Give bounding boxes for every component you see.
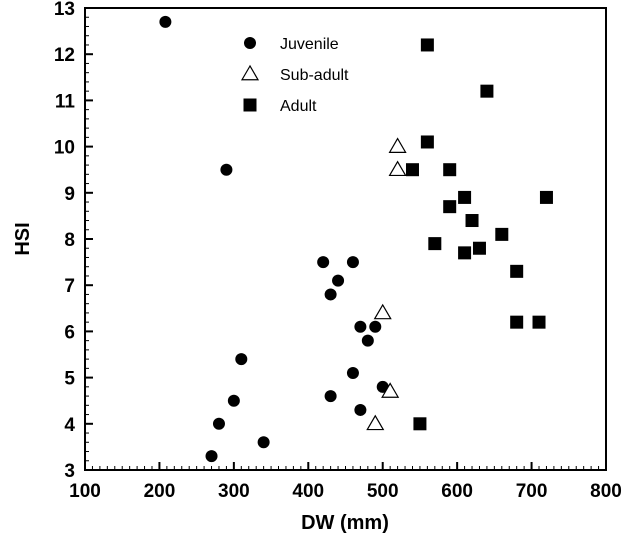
- juvenile-point: [317, 256, 330, 269]
- adult-point: [443, 200, 457, 214]
- x-tick-label: 400: [292, 481, 324, 502]
- y-tick-label: 7: [64, 276, 75, 297]
- data-points: [159, 15, 553, 463]
- adult-point: [532, 315, 546, 329]
- y-tick-label: 5: [64, 369, 75, 390]
- juvenile-point: [376, 380, 389, 393]
- adult-point: [472, 241, 486, 255]
- legend-marker-juvenile: [244, 37, 256, 49]
- legend-label-adult: Adult: [280, 98, 317, 115]
- adult-point: [420, 135, 434, 149]
- y-tick-label: 3: [64, 461, 75, 482]
- adult-point: [465, 214, 479, 228]
- juvenile-point: [346, 366, 359, 379]
- juvenile-point: [354, 403, 367, 416]
- y-tick-label: 12: [54, 45, 75, 66]
- adult-point: [510, 315, 524, 329]
- y-axis-ticks: 3 4 5 6 7 8 9 10 11 12 13: [54, 0, 93, 482]
- adult-point: [413, 417, 427, 431]
- y-tick-label: 13: [54, 0, 75, 20]
- juvenile-point: [324, 390, 337, 403]
- sub-adult-point: [388, 137, 407, 153]
- juvenile-point: [220, 163, 233, 176]
- juvenile-point: [257, 436, 270, 449]
- legend-marker-adult: [243, 98, 257, 112]
- juvenile-point: [324, 288, 337, 301]
- x-axis-title: DW (mm): [301, 512, 389, 534]
- y-axis-title: HSI: [12, 222, 34, 255]
- x-tick-label: 100: [69, 481, 101, 502]
- x-tick-label: 800: [590, 481, 622, 502]
- juvenile-point: [235, 353, 248, 366]
- adult-point: [510, 264, 524, 278]
- y-tick-label: 8: [64, 230, 75, 251]
- adult-point: [405, 163, 419, 177]
- juvenile-point: [354, 320, 367, 333]
- y-tick-label: 9: [64, 184, 75, 205]
- x-tick-label: 700: [516, 481, 548, 502]
- adult-point: [443, 163, 457, 177]
- y-tick-label: 10: [54, 138, 75, 159]
- adult-point: [495, 227, 509, 241]
- legend: Juvenile Sub-adult Adult: [240, 36, 349, 115]
- adult-point: [458, 190, 472, 204]
- y-tick-label: 4: [64, 415, 75, 436]
- adult-point: [480, 84, 494, 98]
- x-tick-label: 300: [218, 481, 250, 502]
- juvenile-point: [205, 450, 218, 463]
- y-tick-label: 6: [64, 322, 75, 343]
- juvenile-point: [159, 15, 172, 28]
- x-tick-label: 500: [367, 481, 399, 502]
- juvenile-point: [346, 256, 359, 269]
- juvenile-point: [227, 394, 240, 407]
- sub-adult-point: [373, 303, 392, 320]
- x-tick-label: 200: [144, 481, 176, 502]
- x-axis-ticks: 100 200 300 400 500 600 700 800: [69, 462, 622, 502]
- juvenile-point: [332, 274, 345, 287]
- legend-label-juvenile: Juvenile: [280, 36, 339, 53]
- legend-label-sub-adult: Sub-adult: [280, 67, 349, 84]
- adult-point: [420, 38, 434, 52]
- sub-adult-point: [388, 160, 407, 177]
- adult-point: [428, 237, 442, 251]
- adult-point: [539, 190, 553, 204]
- sub-adult-point: [366, 414, 385, 431]
- x-tick-label: 600: [441, 481, 473, 502]
- juvenile-point: [212, 417, 225, 430]
- juvenile-point: [369, 320, 382, 333]
- legend-marker-sub-adult: [240, 64, 260, 81]
- y-tick-label: 11: [55, 91, 76, 112]
- adult-point: [458, 246, 472, 260]
- sub-adult-point: [381, 382, 400, 398]
- juvenile-point: [361, 334, 374, 347]
